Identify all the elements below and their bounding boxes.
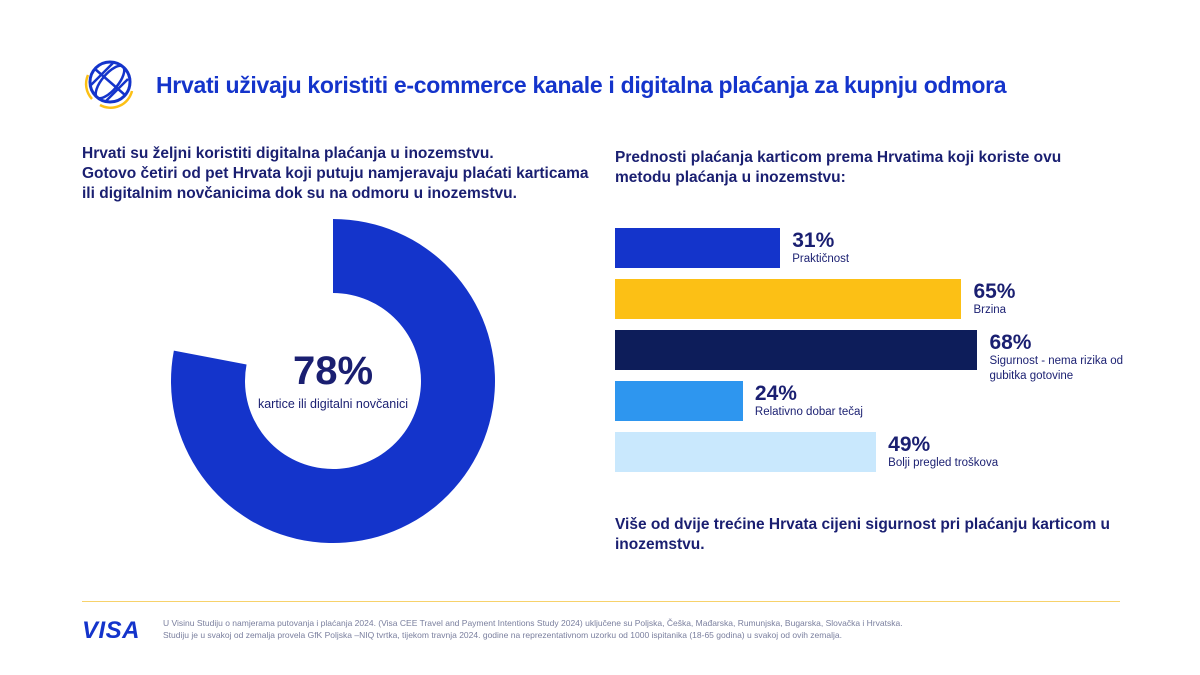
bar-category-label: Relativno dobar tečaj — [754, 406, 863, 418]
page-title: Hrvati uživaju koristiti e-commerce kana… — [156, 72, 1007, 98]
donut-chart: 78% kartice ili digitalni novčanici — [171, 219, 495, 543]
intro-line-1: Hrvati su željni koristiti digitalna pla… — [82, 145, 494, 162]
visa-logo: VISA — [82, 617, 141, 644]
bar-value-label: 65% — [973, 280, 1016, 303]
bar-3 — [615, 330, 978, 370]
bar-category-label: Sigurnost - nema rizika od gubitka gotov… — [989, 355, 1124, 382]
footnote-line-1: U Visinu Studiju o namjerama putovanja i… — [163, 618, 903, 628]
conclusion-text: Više od dvije trećine Hrvata cijeni sigu… — [615, 516, 1111, 553]
bar-value-label: 31% — [792, 229, 835, 252]
footnote: U Visinu Studiju o namjerama putovanja i… — [163, 618, 1063, 641]
bar-category-label: Bolji pregled troškova — [888, 457, 999, 469]
intro-line-2: Gotovo četiri od pet Hrvata koji putuju … — [82, 165, 589, 202]
bar-1 — [615, 228, 781, 268]
footnote-line-2: Studiju je u svakoj od zemalja provela G… — [163, 629, 842, 640]
bar-value-label: 68% — [989, 331, 1032, 354]
bar-category-label: Brzina — [973, 304, 1007, 316]
bar-category-label: Praktičnost — [792, 253, 850, 265]
donut-arc — [171, 219, 495, 543]
bar-4 — [615, 381, 743, 421]
bar-value-label: 24% — [754, 382, 797, 405]
bar-chart-title: Prednosti plaćanja karticom prema Hrvati… — [615, 149, 1062, 186]
globe-icon — [84, 60, 134, 109]
bar-value-label: 49% — [888, 433, 931, 456]
intro-text: Hrvati su željni koristiti digitalna pla… — [82, 144, 602, 204]
footer-divider — [82, 601, 1120, 602]
bar-2 — [615, 279, 962, 319]
bar-5 — [615, 432, 877, 472]
donut-label: kartice ili digitalni novčanici — [257, 397, 409, 411]
donut-value: 78% — [292, 349, 374, 393]
donut-center: 78% kartice ili digitalni novčanici — [171, 349, 495, 411]
